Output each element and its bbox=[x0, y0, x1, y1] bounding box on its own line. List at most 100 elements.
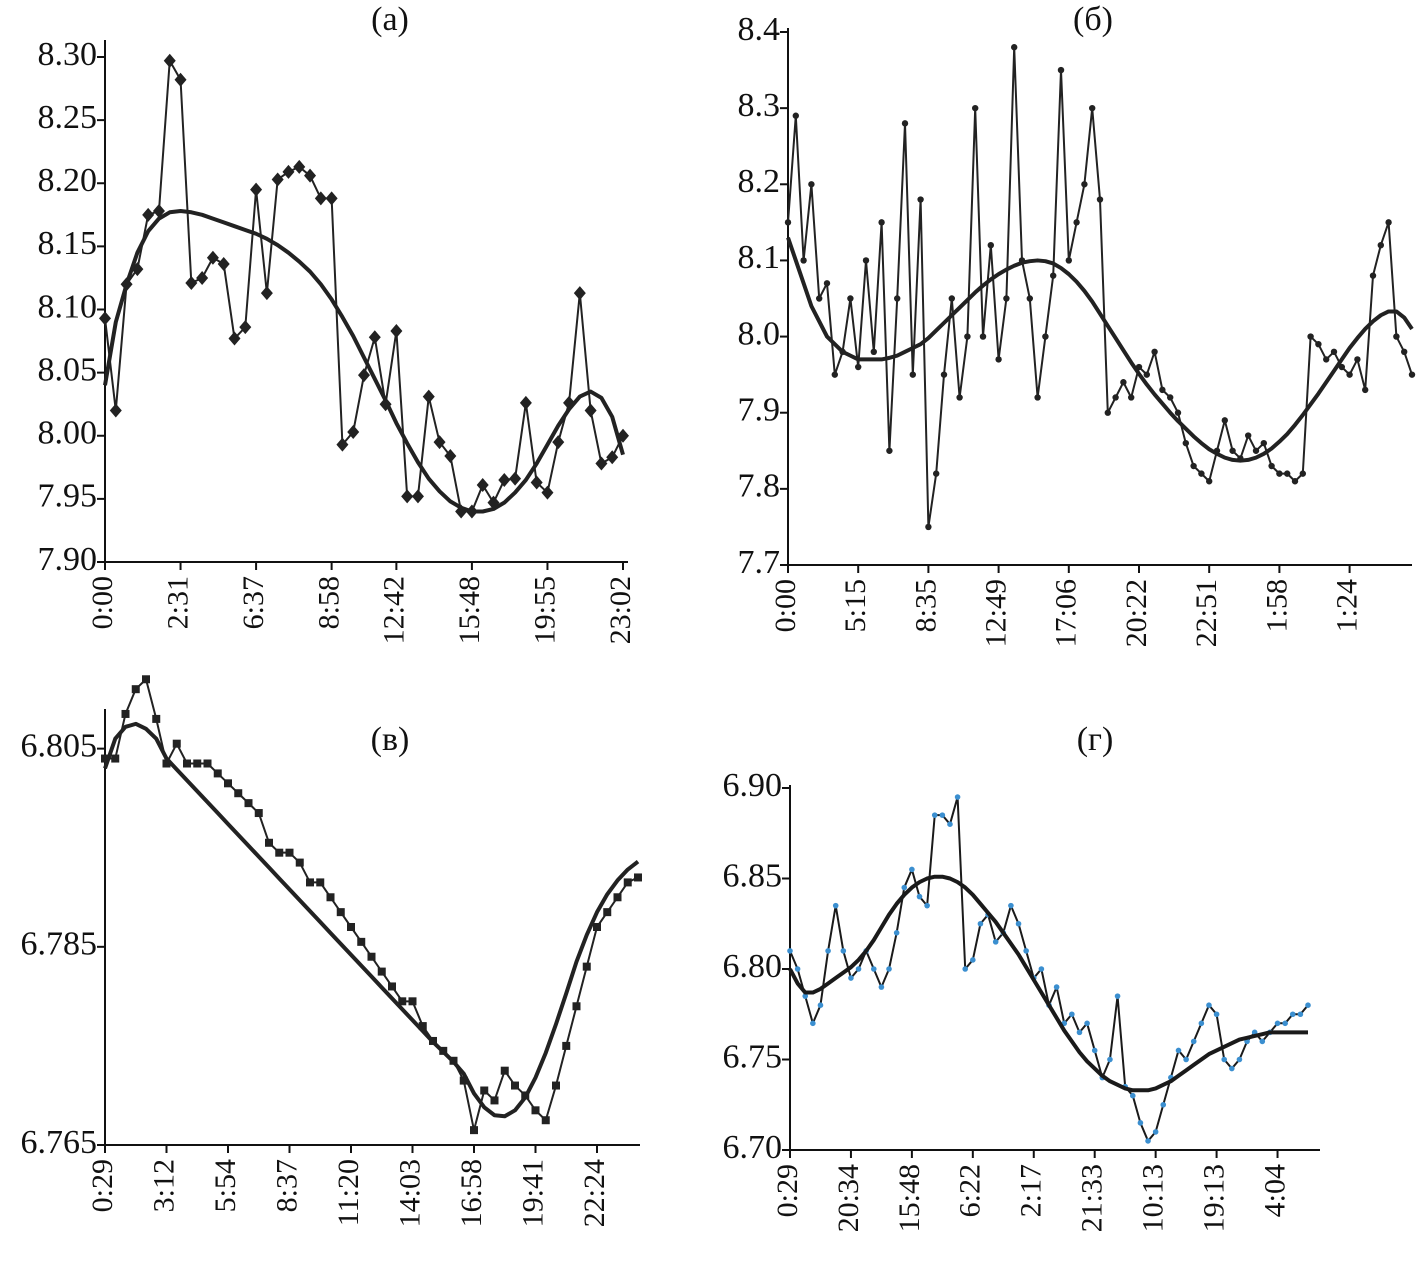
marker bbox=[418, 1022, 427, 1031]
marker bbox=[909, 866, 915, 873]
marker bbox=[109, 403, 122, 418]
marker bbox=[1091, 1047, 1098, 1054]
marker bbox=[541, 1116, 550, 1125]
marker bbox=[239, 320, 252, 335]
marker bbox=[816, 295, 823, 302]
fit-curve bbox=[103, 721, 640, 1119]
y-tick-label: 6.85 bbox=[723, 857, 783, 894]
x-tick-label: 19:41 bbox=[516, 1159, 549, 1227]
marker bbox=[1152, 1129, 1159, 1135]
marker bbox=[924, 902, 930, 909]
marker bbox=[954, 794, 961, 800]
marker bbox=[886, 447, 893, 454]
marker bbox=[470, 1126, 478, 1135]
marker bbox=[593, 923, 601, 931]
marker bbox=[99, 311, 111, 326]
x-tick-label: 23:02 bbox=[604, 576, 637, 644]
x-tick-label: 2:17 bbox=[1015, 1164, 1048, 1217]
marker bbox=[855, 363, 862, 371]
data-line bbox=[104, 59, 624, 513]
marker bbox=[1076, 1029, 1083, 1036]
y-tick-label: 8.4 bbox=[738, 11, 781, 48]
marker bbox=[101, 754, 109, 763]
marker bbox=[368, 330, 381, 345]
x-tick-label: 0:00 bbox=[769, 579, 802, 632]
x-tick-label: 8:58 bbox=[313, 576, 346, 629]
marker bbox=[411, 489, 424, 504]
marker bbox=[787, 948, 793, 954]
marker bbox=[498, 472, 511, 487]
y-tick-label: 6.765 bbox=[21, 1124, 98, 1161]
y-tick-label: 8.00 bbox=[38, 415, 98, 452]
marker bbox=[878, 984, 885, 990]
marker bbox=[306, 878, 314, 887]
x-tick-label: 15:48 bbox=[453, 576, 486, 644]
x-tick-label: 19:55 bbox=[528, 576, 561, 644]
marker bbox=[1084, 1020, 1090, 1027]
marker bbox=[1050, 272, 1057, 279]
marker bbox=[196, 270, 209, 285]
marker bbox=[987, 242, 994, 249]
marker bbox=[163, 53, 176, 68]
marker bbox=[823, 280, 831, 287]
x-tick-label: 12:49 bbox=[979, 579, 1012, 647]
marker bbox=[603, 908, 612, 917]
marker bbox=[480, 1086, 489, 1095]
y-tick-label: 8.20 bbox=[38, 162, 98, 199]
marker bbox=[401, 489, 414, 504]
marker bbox=[185, 275, 198, 290]
x-tick-label: 11:20 bbox=[332, 1159, 365, 1226]
marker bbox=[1081, 181, 1088, 188]
marker bbox=[972, 104, 979, 112]
marker bbox=[1198, 470, 1205, 477]
marker bbox=[1167, 394, 1174, 401]
marker bbox=[1128, 394, 1135, 401]
marker bbox=[519, 395, 532, 410]
marker bbox=[254, 809, 263, 818]
marker bbox=[388, 982, 396, 991]
marker bbox=[1213, 1011, 1220, 1018]
x-tick-label: 22:24 bbox=[578, 1159, 611, 1227]
marker bbox=[1096, 196, 1104, 203]
marker bbox=[956, 394, 963, 401]
x-tick-label: 5:54 bbox=[209, 1159, 242, 1212]
marker bbox=[623, 878, 632, 887]
marker bbox=[224, 779, 232, 788]
marker bbox=[1245, 432, 1252, 439]
marker bbox=[444, 448, 457, 463]
marker bbox=[562, 1041, 571, 1050]
marker bbox=[1354, 356, 1361, 363]
marker bbox=[1307, 333, 1314, 340]
panel: (а) 7.90 7.95 8.00 8.05 8.10 8.15 8.20 8.25 8.30 0… bbox=[38, 1, 637, 645]
marker bbox=[1151, 348, 1158, 355]
x-tick-label: 21:33 bbox=[1076, 1164, 1109, 1232]
data-line bbox=[789, 796, 1309, 1142]
marker bbox=[901, 120, 909, 127]
marker bbox=[613, 893, 622, 902]
marker bbox=[228, 331, 241, 346]
marker bbox=[347, 424, 360, 439]
marker bbox=[1299, 470, 1307, 477]
marker bbox=[121, 709, 130, 718]
marker bbox=[916, 893, 923, 900]
y-tick-label: 6.75 bbox=[723, 1038, 783, 1075]
marker bbox=[1042, 333, 1049, 340]
marker bbox=[1221, 1056, 1228, 1063]
marker bbox=[174, 72, 187, 87]
marker bbox=[1174, 409, 1182, 416]
marker bbox=[1175, 1047, 1182, 1054]
marker bbox=[1297, 1011, 1304, 1018]
marker bbox=[1069, 1011, 1075, 1018]
fit-curve bbox=[103, 209, 625, 514]
marker bbox=[784, 219, 792, 226]
marker bbox=[925, 523, 932, 531]
marker bbox=[213, 769, 222, 778]
panel: (в) 6.765 6.785 6.805 0:29 3:12 5:54 8:37 11:20 1… bbox=[21, 675, 642, 1227]
marker bbox=[377, 967, 386, 976]
marker bbox=[1137, 1120, 1144, 1126]
marker bbox=[1026, 295, 1034, 302]
marker bbox=[1182, 439, 1190, 447]
marker bbox=[977, 920, 984, 927]
